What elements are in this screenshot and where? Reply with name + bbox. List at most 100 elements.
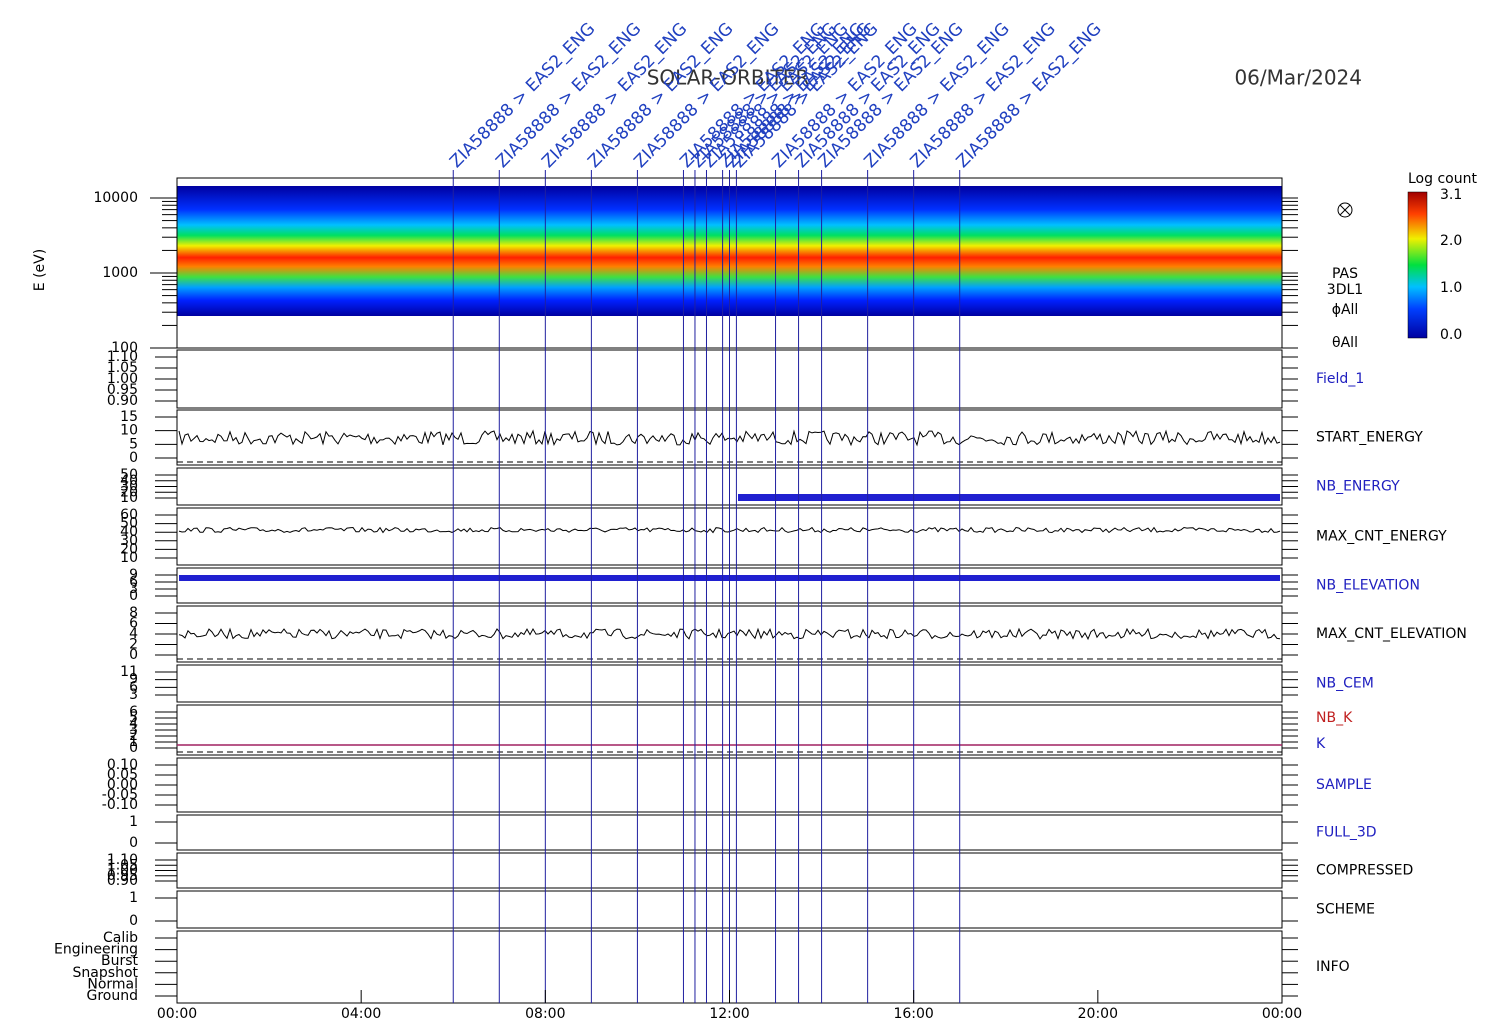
y-tick-label: 1.05: [107, 857, 138, 873]
y-tick-label: Ground: [87, 988, 139, 1004]
panel-label: NB_ELEVATION: [1316, 578, 1420, 594]
y-tick-label: -0.10: [102, 797, 138, 813]
y-tick-label: 4: [129, 716, 138, 732]
y-tick-label: 0.10: [107, 757, 138, 773]
panel-label: MAX_CNT_ENERGY: [1316, 529, 1447, 545]
y-tick-label: 3: [129, 581, 138, 597]
y-tick-label: 0.00: [107, 777, 138, 793]
spectrogram-label: ϕAll: [1332, 302, 1359, 318]
y-tick-label: 15: [120, 409, 138, 425]
y-tick-label: 0: [129, 588, 138, 604]
x-tick-label: 08:00: [525, 1006, 565, 1020]
panel-label: NB_K: [1316, 710, 1353, 726]
y-tick-label: 0: [129, 835, 138, 851]
y-tick-label: 60: [120, 507, 138, 523]
panel-label: START_ENERGY: [1316, 430, 1423, 446]
y-tick-label: 20: [120, 484, 138, 500]
y-tick-label: 5: [129, 436, 138, 452]
y-tick-label: 1.05: [107, 360, 138, 376]
y-tick-label: 30: [120, 479, 138, 495]
y-tick-label: 40: [120, 473, 138, 489]
y-tick-label: 0.90: [107, 873, 138, 889]
y-tick-label: Snapshot: [73, 965, 139, 981]
y-tick-label: 8: [129, 605, 138, 621]
y-tick-label: 1: [129, 734, 138, 750]
y-tick-label: 1.10: [107, 852, 138, 868]
y-tick-label: 0.95: [107, 382, 138, 398]
y-tick-label: 4: [129, 626, 138, 642]
colorbar-title: Log count: [1408, 171, 1477, 187]
colorbar: [1407, 191, 1428, 339]
panel-label: COMPRESSED: [1316, 863, 1413, 879]
y-tick-label: 3: [129, 687, 138, 703]
panel-label: NB_CEM: [1316, 676, 1374, 692]
y-tick-label: -0.05: [102, 787, 138, 803]
y-tick-label: 1: [129, 890, 138, 906]
y-tick-label: 9: [129, 567, 138, 583]
y-tick-label: Burst: [101, 953, 139, 969]
x-tick-label: 12:00: [709, 1006, 749, 1020]
y-tick-label: 10: [120, 423, 138, 439]
y-tick-label: 30: [120, 533, 138, 549]
spectrogram-label: 3DL1: [1327, 282, 1363, 298]
y-tick-label: 6: [129, 679, 138, 695]
y-tick-label: 10000: [93, 190, 138, 206]
colorbar-tick-label: 0.0: [1440, 327, 1462, 343]
y-tick-label: 50: [120, 516, 138, 532]
date: 06/Mar/2024: [1234, 66, 1362, 90]
y-tick-label: 0: [129, 913, 138, 929]
x-tick-label: 04:00: [341, 1006, 381, 1020]
y-axis-label: E (eV): [32, 249, 48, 291]
y-tick-label: 10: [120, 550, 138, 566]
y-tick-label: 1.00: [107, 863, 138, 879]
y-tick-label: 5: [129, 710, 138, 726]
flux-symbol: [1337, 202, 1353, 218]
panel-label: INFO: [1316, 959, 1350, 975]
y-tick-label: 11: [120, 664, 138, 680]
y-tick-label: 6: [129, 574, 138, 590]
title: SOLAR-ORBITER: [647, 66, 810, 90]
colorbar-tick-label: 3.1: [1440, 187, 1462, 203]
panel-label: MAX_CNT_ELEVATION: [1316, 626, 1467, 642]
y-tick-label: 1: [129, 814, 138, 830]
y-tick-label: 1000: [102, 265, 138, 281]
x-tick-label: 00:00: [1262, 1006, 1302, 1020]
y-tick-label: 100: [111, 340, 138, 356]
y-tick-label: 0.05: [107, 767, 138, 783]
y-tick-label: 50: [120, 467, 138, 483]
y-tick-label: 3: [129, 722, 138, 738]
y-tick-label: Normal: [87, 976, 138, 992]
spectrogram-label: θAll: [1332, 335, 1358, 351]
panel-label: K: [1316, 736, 1326, 752]
spectrogram-label: PAS: [1332, 266, 1358, 282]
y-tick-label: 20: [120, 541, 138, 557]
y-tick-label: 40: [120, 524, 138, 540]
y-tick-label: 9: [129, 672, 138, 688]
y-tick-label: 10: [120, 490, 138, 506]
y-tick-label: 0.95: [107, 868, 138, 884]
panel-label: SCHEME: [1316, 902, 1375, 918]
colorbar-tick-label: 2.0: [1440, 233, 1462, 249]
y-tick-label: Calib: [103, 930, 138, 946]
x-tick-label: 20:00: [1078, 1006, 1118, 1020]
y-tick-label: 0: [129, 450, 138, 466]
panel-label: SAMPLE: [1316, 777, 1372, 793]
x-tick-label: 00:00: [157, 1006, 197, 1020]
y-tick-label: 2: [129, 637, 138, 653]
y-tick-label: 2: [129, 728, 138, 744]
y-tick-label: 1.10: [107, 349, 138, 365]
y-tick-label: 6: [129, 616, 138, 632]
y-tick-label: 1.00: [107, 371, 138, 387]
panel-label: Field_1: [1316, 371, 1364, 387]
x-tick-label: 16:00: [893, 1006, 933, 1020]
y-tick-label: 6: [129, 704, 138, 720]
y-tick-label: 0.90: [107, 393, 138, 409]
panel-label: NB_ENERGY: [1316, 479, 1400, 495]
y-tick-label: 0: [129, 647, 138, 663]
panel-label: FULL_3D: [1316, 825, 1377, 841]
trace: [738, 494, 1280, 501]
colorbar-tick-label: 1.0: [1440, 280, 1462, 296]
y-tick-label: 0: [129, 740, 138, 756]
y-tick-label: Engineering: [54, 942, 138, 958]
